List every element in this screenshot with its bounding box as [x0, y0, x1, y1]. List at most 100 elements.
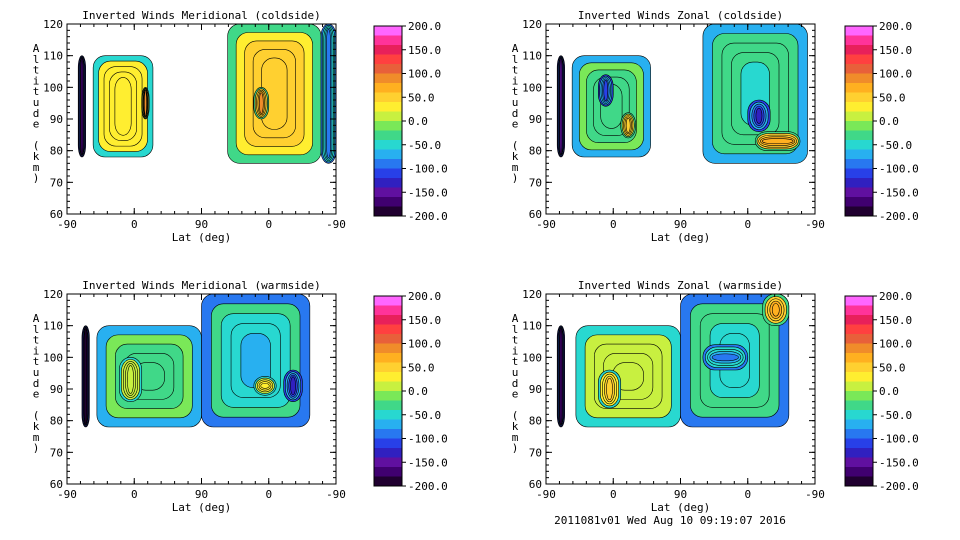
colorbar-tick-label: 100.0	[408, 338, 441, 351]
colorbar-swatch	[845, 438, 873, 449]
y-axis-label-char: )	[33, 442, 40, 455]
colorbar-swatch	[374, 419, 402, 430]
x-axis-label: Lat (deg)	[651, 231, 711, 244]
x-tick-label: -90	[536, 218, 556, 231]
colorbar-swatch	[845, 362, 873, 373]
y-tick-label: 120	[43, 18, 63, 31]
x-tick-label: -90	[57, 488, 77, 501]
y-axis-label-char: i	[512, 344, 519, 357]
x-tick-label: 0	[131, 488, 138, 501]
y-tick-label: 120	[522, 288, 542, 301]
chart-title: Inverted Winds Zonal (coldside)	[578, 9, 783, 22]
contour-region	[84, 328, 87, 425]
y-axis-label-char: )	[512, 442, 519, 455]
colorbar-swatch	[374, 92, 402, 103]
colorbar-swatch	[845, 206, 873, 217]
y-axis-label-char: e	[512, 118, 519, 131]
colorbar-swatch	[374, 35, 402, 46]
colorbar-tick-label: 50.0	[879, 91, 906, 104]
colorbar: 200.0 150.0 100.0 50.0 0.0 -50.0 -100.0 -150.0 -…	[844, 20, 919, 223]
colorbar-swatch	[845, 391, 873, 401]
y-axis-label-char: d	[33, 377, 40, 390]
colorbar-tick-label: -200.0	[408, 480, 448, 493]
contour-region	[761, 138, 794, 145]
y-axis-label-char: m	[33, 431, 40, 444]
colorbar-swatch	[374, 296, 402, 306]
colorbar-swatch	[845, 296, 873, 306]
x-tick-label: -90	[805, 488, 825, 501]
colorbar-tick-label: 50.0	[879, 361, 906, 374]
colorbar-swatch	[374, 353, 402, 363]
colorbar-tick-label: -50.0	[879, 139, 912, 152]
colorbar: 200.0 150.0 100.0 50.0 0.0 -50.0 -100.0 -150.0 -…	[373, 20, 448, 223]
contour-region	[711, 353, 739, 362]
y-tick-label: 120	[43, 288, 63, 301]
colorbar-swatch	[845, 92, 873, 103]
x-tick-label: 90	[674, 218, 687, 231]
colorbar-swatch	[845, 111, 873, 122]
y-axis-label-char: e	[33, 118, 40, 131]
contour-region	[290, 376, 296, 396]
colorbar-tick-label: 0.0	[879, 115, 899, 128]
y-axis-label-char: t	[33, 355, 40, 368]
colorbar-swatch	[845, 187, 873, 198]
y-axis-label-char: l	[512, 323, 519, 336]
y-axis-label-char: (	[512, 139, 519, 152]
contour-region	[559, 328, 563, 425]
plot-area	[556, 294, 790, 428]
contour-region	[127, 365, 134, 394]
colorbar-swatch	[374, 197, 402, 207]
contour-region	[258, 92, 264, 114]
x-tick-label: 0	[131, 218, 138, 231]
colorbar-tick-label: 0.0	[408, 115, 428, 128]
colorbar-swatch	[845, 35, 873, 46]
y-tick-label: 80	[50, 415, 63, 428]
colorbar-swatch	[845, 102, 873, 112]
x-tick-label: 0	[610, 218, 617, 231]
colorbar-swatch	[845, 73, 873, 84]
colorbar-swatch	[374, 149, 402, 160]
y-tick-label: 100	[522, 351, 542, 364]
colorbar-swatch	[845, 448, 873, 458]
colorbar-tick-label: 200.0	[408, 20, 441, 33]
colorbar-swatch	[374, 178, 402, 188]
colorbar-swatch	[374, 168, 402, 179]
contour-region	[114, 77, 132, 136]
colorbar-swatch	[374, 391, 402, 401]
colorbar-tick-label: -150.0	[408, 456, 448, 469]
colorbar-tick-label: -50.0	[879, 409, 912, 422]
y-axis-label-char: u	[33, 366, 40, 379]
y-axis-label-char: d	[33, 107, 40, 120]
chart-title: Inverted Winds Zonal (warmside)	[578, 279, 783, 292]
y-axis-label-char: d	[512, 377, 519, 390]
colorbar-swatch	[845, 381, 873, 392]
colorbar-tick-label: 100.0	[408, 68, 441, 81]
y-axis-label-char: m	[512, 431, 519, 444]
y-tick-label: 110	[43, 320, 63, 333]
x-tick-label: -90	[326, 218, 346, 231]
colorbar-tick-label: 150.0	[879, 314, 912, 327]
colorbar-swatch	[374, 187, 402, 198]
colorbar-swatch	[845, 197, 873, 207]
y-axis-label-char: m	[512, 161, 519, 174]
colorbar-swatch	[845, 419, 873, 430]
colorbar-swatch	[374, 102, 402, 112]
colorbar-swatch	[374, 54, 402, 65]
y-tick-label: 60	[529, 208, 542, 221]
colorbar-swatch	[374, 410, 402, 420]
y-tick-label: 70	[529, 446, 542, 459]
colorbar-swatch	[374, 400, 402, 411]
chart-panel-3: -90 0 90 0 -90 120 110 100 90 80 70 60 Inverted Wind…	[33, 279, 448, 514]
colorbar-swatch	[374, 45, 402, 55]
y-axis-label-char: k	[512, 420, 519, 433]
colorbar-swatch	[845, 168, 873, 179]
y-axis-label-char: (	[33, 139, 40, 152]
colorbar-tick-label: -150.0	[879, 456, 919, 469]
y-tick-label: 90	[50, 383, 63, 396]
colorbar-swatch	[374, 372, 402, 382]
y-axis-label-char: m	[33, 161, 40, 174]
colorbar-swatch	[374, 206, 402, 217]
